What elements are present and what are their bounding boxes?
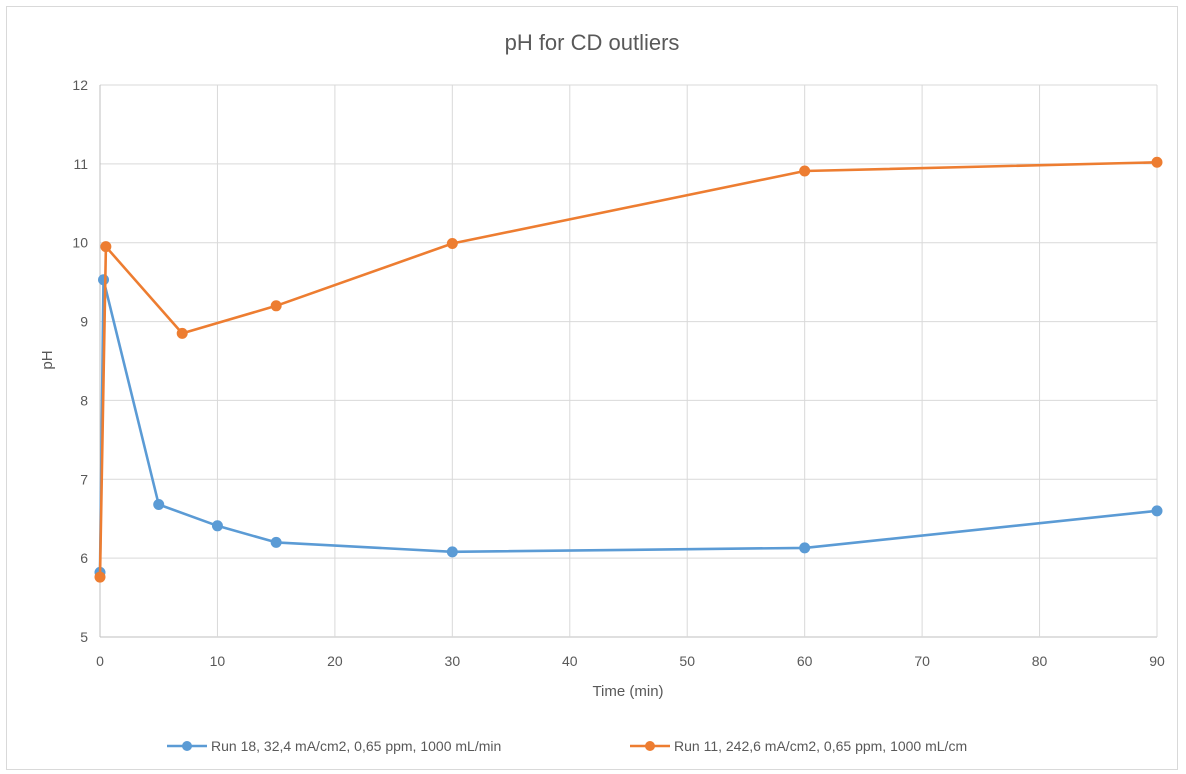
series-2-point	[94, 571, 106, 583]
series-2-point	[446, 238, 458, 250]
legend: Run 18, 32,4 mA/cm2, 0,65 ppm, 1000 mL/m…	[167, 738, 967, 754]
series-1-point	[799, 542, 811, 554]
series-1-point	[270, 536, 282, 548]
x-tick-label: 60	[797, 653, 813, 669]
y-tick-label: 9	[80, 314, 88, 330]
x-tick-label: 0	[96, 653, 104, 669]
series-2-point	[270, 300, 282, 312]
legend-label: Run 11, 242,6 mA/cm2, 0,65 ppm, 1000 mL/…	[674, 738, 967, 754]
series-2	[94, 156, 1163, 583]
y-tick-label: 5	[80, 629, 88, 645]
chart-title: pH for CD outliers	[505, 30, 680, 55]
gridlines	[99, 84, 1158, 638]
x-tick-label: 50	[679, 653, 695, 669]
series-1-point	[98, 274, 110, 286]
legend-swatch-marker	[182, 741, 192, 751]
x-tick-label: 10	[210, 653, 226, 669]
tick-labels: 5 6 7 8 9 10 11 12 0 10 20 30 40 50 60 70 80 90	[72, 77, 1165, 669]
x-tick-label: 70	[914, 653, 930, 669]
x-tick-label: 90	[1149, 653, 1165, 669]
series-1-line	[98, 278, 1158, 573]
legend-swatch-marker	[645, 741, 655, 751]
y-tick-label: 12	[72, 77, 88, 93]
x-axis-label: Time (min)	[592, 683, 663, 700]
legend-label: Run 18, 32,4 mA/cm2, 0,65 ppm, 1000 mL/m…	[211, 738, 501, 754]
series-lines	[94, 156, 1163, 583]
y-tick-label: 6	[80, 550, 88, 566]
series-2-point	[799, 165, 811, 177]
legend-item-1: Run 18, 32,4 mA/cm2, 0,65 ppm, 1000 mL/m…	[167, 738, 501, 754]
series-1-point	[211, 520, 223, 532]
series-1-point	[1151, 505, 1163, 517]
series-2-point	[100, 241, 112, 253]
x-tick-label: 80	[1032, 653, 1048, 669]
chart-area	[6, 6, 1178, 770]
x-tick-label: 20	[327, 653, 343, 669]
x-tick-label: 30	[445, 653, 461, 669]
series-2-line	[98, 161, 1158, 578]
y-axis-label: pH	[39, 350, 56, 369]
x-tick-label: 40	[562, 653, 578, 669]
series-2-point	[1151, 156, 1163, 168]
y-tick-label: 11	[73, 156, 88, 172]
y-tick-label: 7	[80, 471, 88, 487]
series-1-point	[153, 499, 165, 511]
y-tick-label: 8	[80, 392, 88, 408]
series-1	[94, 274, 1163, 578]
y-tick-label: 10	[72, 235, 88, 251]
series-1-point	[446, 546, 458, 558]
legend-item-2: Run 11, 242,6 mA/cm2, 0,65 ppm, 1000 mL/…	[630, 738, 967, 754]
series-2-point	[176, 327, 188, 339]
